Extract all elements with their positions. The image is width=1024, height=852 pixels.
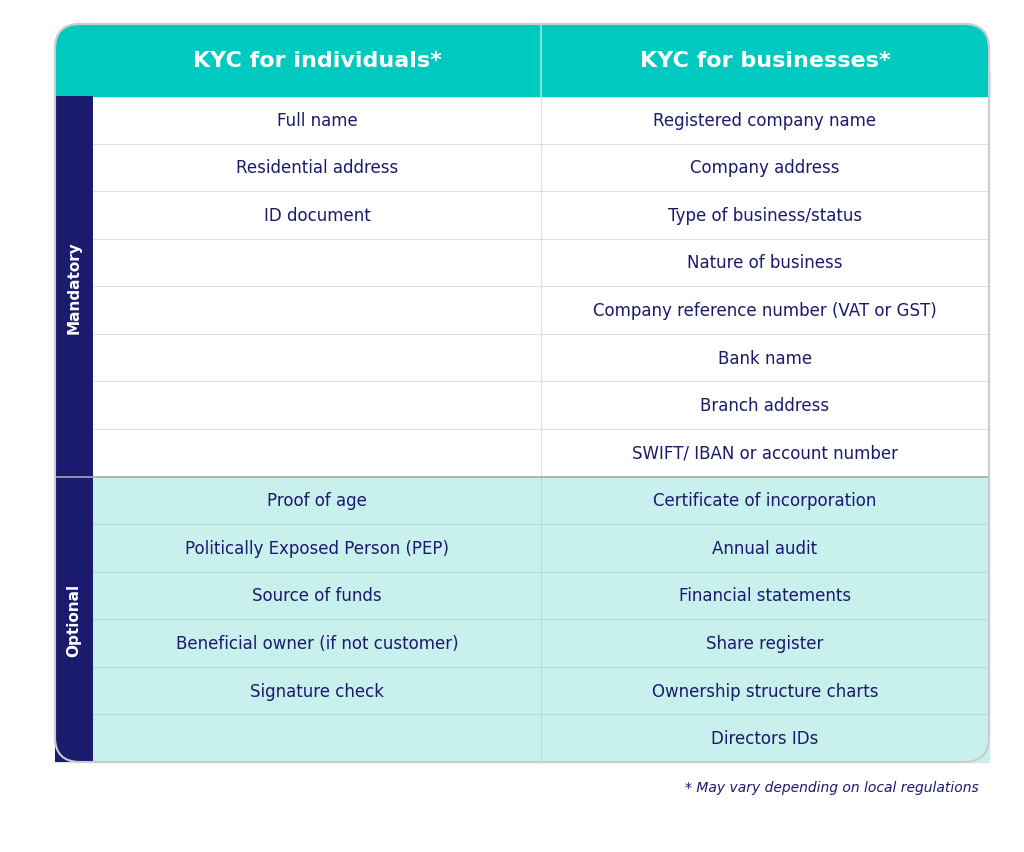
Text: KYC for businesses*: KYC for businesses* — [640, 51, 890, 71]
Text: Signature check: Signature check — [250, 682, 384, 699]
FancyBboxPatch shape — [55, 25, 989, 97]
FancyBboxPatch shape — [55, 97, 93, 477]
Text: ID document: ID document — [263, 207, 371, 225]
Text: Nature of business: Nature of business — [687, 254, 843, 272]
Text: Financial statements: Financial statements — [679, 587, 851, 605]
Text: Annual audit: Annual audit — [713, 539, 817, 557]
Text: Residential address: Residential address — [236, 159, 398, 177]
Text: Type of business/status: Type of business/status — [668, 207, 862, 225]
Text: Source of funds: Source of funds — [252, 587, 382, 605]
Text: Branch address: Branch address — [700, 397, 829, 415]
Text: Directors IDs: Directors IDs — [712, 729, 818, 747]
Text: Proof of age: Proof of age — [267, 492, 367, 509]
Text: * May vary depending on local regulations: * May vary depending on local regulation… — [685, 780, 979, 794]
Text: KYC for individuals*: KYC for individuals* — [193, 51, 441, 71]
Text: Company reference number (VAT or GST): Company reference number (VAT or GST) — [593, 302, 937, 320]
Text: Ownership structure charts: Ownership structure charts — [651, 682, 879, 699]
Text: SWIFT/ IBAN or account number: SWIFT/ IBAN or account number — [632, 444, 898, 463]
FancyBboxPatch shape — [55, 25, 989, 762]
Text: Politically Exposed Person (PEP): Politically Exposed Person (PEP) — [185, 539, 449, 557]
Text: Mandatory: Mandatory — [67, 240, 82, 333]
Text: Full name: Full name — [276, 112, 357, 130]
Text: Bank name: Bank name — [718, 349, 812, 367]
Text: Company address: Company address — [690, 159, 840, 177]
Text: Share register: Share register — [707, 635, 823, 653]
Text: Registered company name: Registered company name — [653, 112, 877, 130]
FancyBboxPatch shape — [55, 477, 93, 762]
Text: Optional: Optional — [67, 583, 82, 656]
Text: Certificate of incorporation: Certificate of incorporation — [653, 492, 877, 509]
Text: Beneficial owner (if not customer): Beneficial owner (if not customer) — [176, 635, 459, 653]
